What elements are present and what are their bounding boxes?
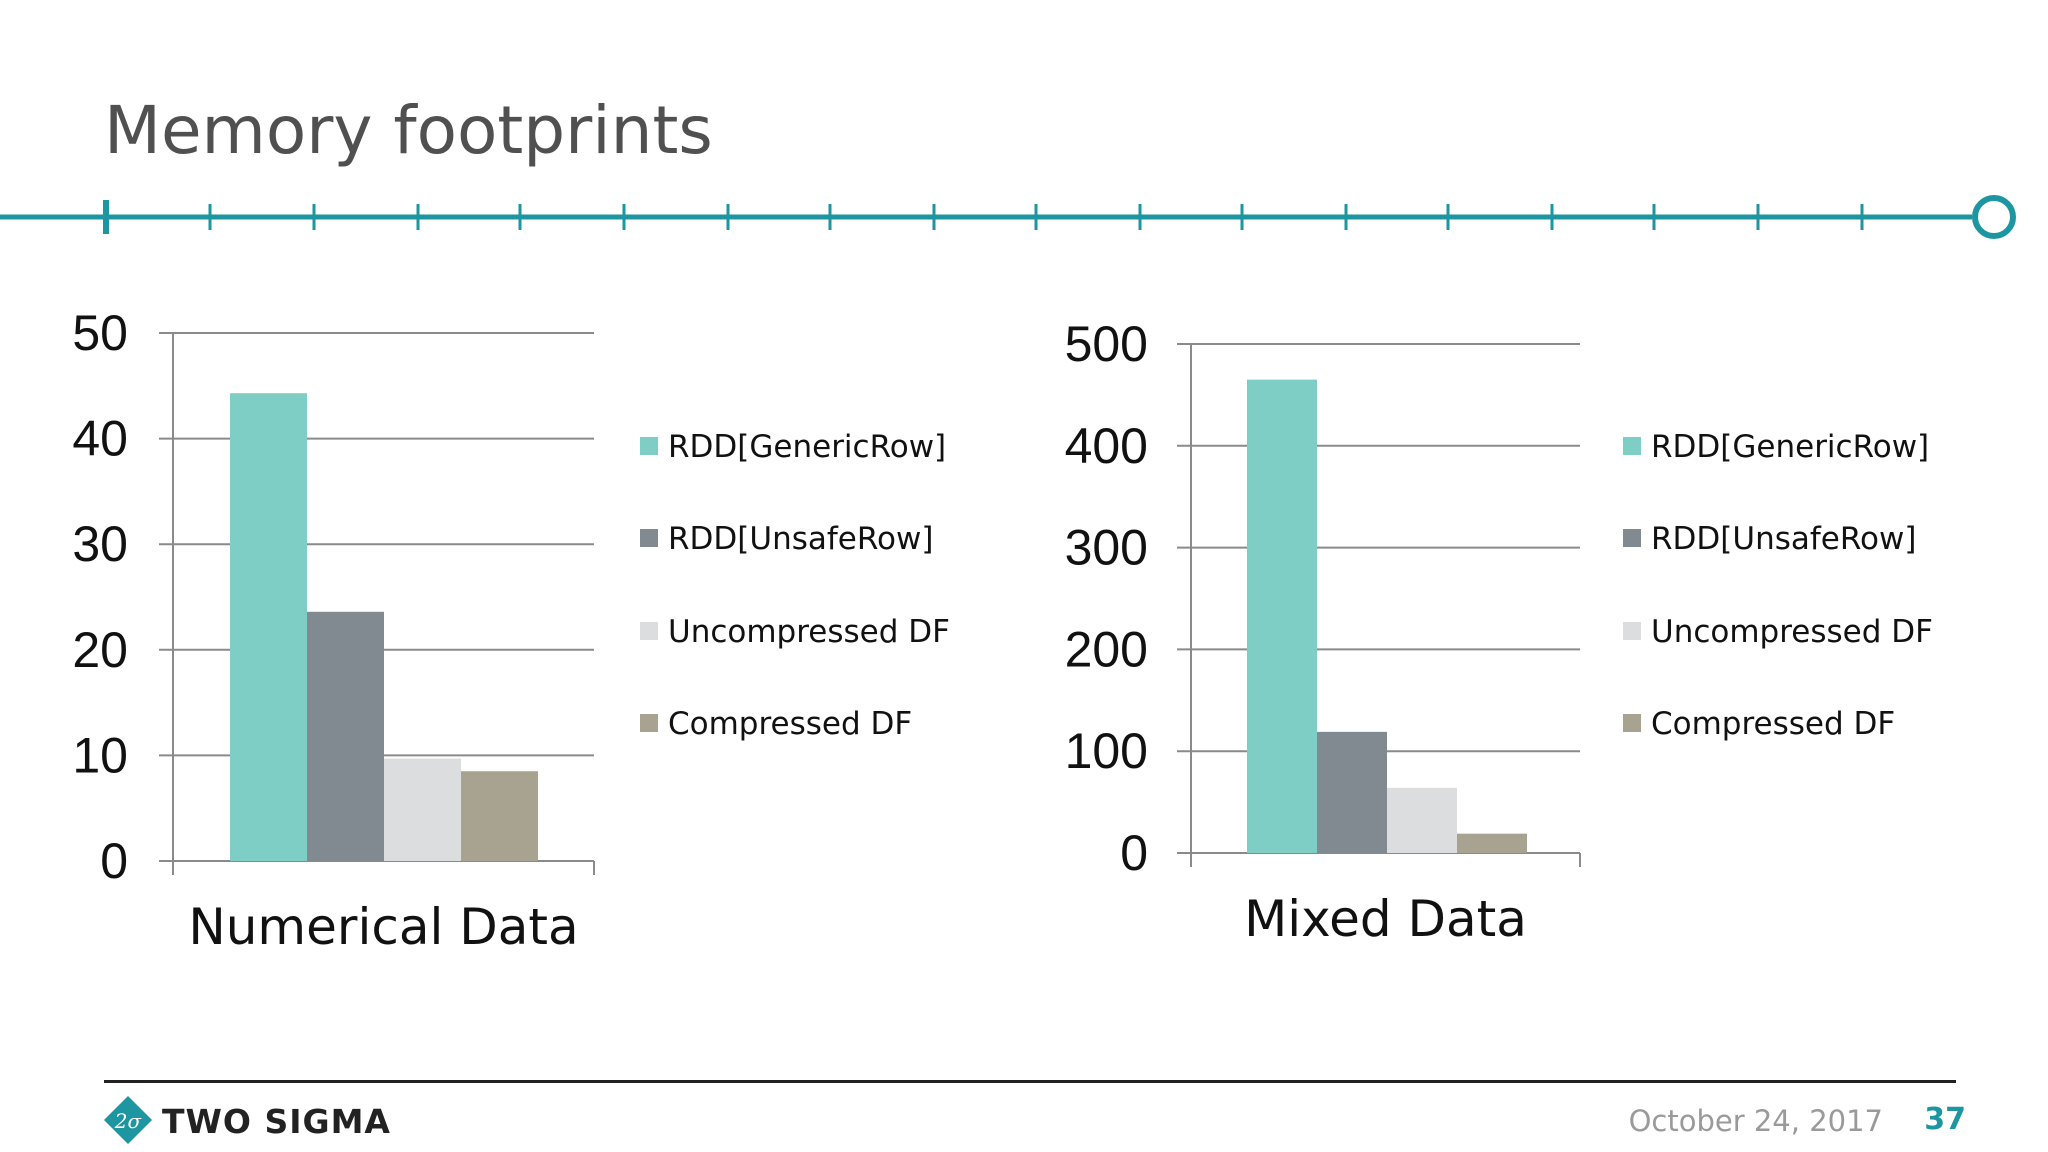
chart-numerical-data: 0 10 20 30 40 50 Numerical Data RDD[GenericRow]… — [72, 305, 950, 956]
footer-date: October 24, 2017 — [1628, 1104, 1883, 1138]
bar-rdd-genericrow — [1247, 379, 1317, 853]
y-tick-label: 20 — [72, 622, 128, 678]
page-number: 37 — [1924, 1102, 1966, 1137]
bar-compressed-df — [1457, 833, 1527, 853]
bar-rdd-unsaferow — [1317, 731, 1387, 853]
footer-divider — [104, 1080, 1956, 1083]
timeline-decoration — [0, 195, 2016, 239]
legend-label: RDD[UnsafeRow] — [1651, 521, 1916, 557]
svg-text:2σ: 2σ — [114, 1109, 143, 1133]
y-tick-label: 30 — [72, 516, 128, 572]
legend-swatch — [640, 529, 658, 547]
timeline-end-circle-icon — [1972, 195, 2016, 239]
bar-rdd-genericrow — [230, 393, 307, 861]
legend-label: Compressed DF — [1651, 706, 1895, 742]
legend-label: RDD[UnsafeRow] — [668, 521, 933, 557]
legend-label: Uncompressed DF — [668, 614, 950, 650]
legend-label: Compressed DF — [668, 706, 912, 742]
y-tick-label: 40 — [72, 411, 128, 467]
y-tick-label: 10 — [72, 727, 128, 783]
y-tick-label: 200 — [1065, 621, 1148, 677]
chart-mixed-data: 0 100 200 300 400 500 Mixed Data RDD[GenericRow… — [1065, 316, 1933, 948]
legend-label: RDD[GenericRow] — [1651, 429, 1929, 465]
category-label: Mixed Data — [1244, 890, 1527, 948]
legend-swatch — [1623, 437, 1641, 455]
bar-uncompressed-df — [1387, 787, 1457, 853]
y-tick-label: 50 — [72, 305, 128, 361]
legend-swatch — [1623, 529, 1641, 547]
legend-label: Uncompressed DF — [1651, 614, 1933, 650]
bar-rdd-unsaferow — [307, 611, 384, 861]
legend-swatch — [640, 437, 658, 455]
y-tick-label: 500 — [1065, 316, 1148, 372]
bar-uncompressed-df — [384, 758, 461, 861]
category-label: Numerical Data — [188, 898, 578, 956]
y-tick-label: 0 — [100, 833, 128, 889]
legend-swatch — [1623, 622, 1641, 640]
y-tick-label: 400 — [1065, 418, 1148, 474]
legend-label: RDD[GenericRow] — [668, 429, 946, 465]
bar-compressed-df — [461, 771, 538, 861]
legend-swatch — [1623, 714, 1641, 732]
y-tick-label: 100 — [1065, 723, 1148, 779]
legend-swatch — [640, 622, 658, 640]
footer-brand: TWO SIGMA — [162, 1102, 391, 1141]
y-tick-label: 300 — [1065, 520, 1148, 576]
slide-title: Memory footprints — [104, 92, 713, 169]
two-sigma-logo-icon: 2σ — [103, 1095, 153, 1145]
y-tick-label: 0 — [1120, 825, 1148, 881]
legend-swatch — [640, 714, 658, 732]
